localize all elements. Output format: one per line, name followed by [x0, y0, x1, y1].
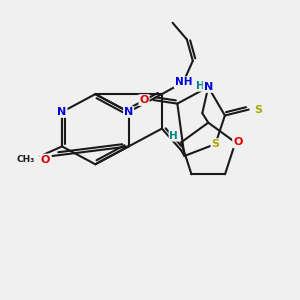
Text: O: O: [41, 154, 50, 164]
Text: O: O: [233, 137, 242, 147]
Text: S: S: [254, 105, 262, 115]
Text: N: N: [57, 107, 67, 117]
Text: H: H: [196, 81, 204, 91]
Text: N: N: [124, 107, 133, 117]
Text: S: S: [212, 139, 219, 149]
Text: O: O: [140, 95, 149, 105]
Text: NH: NH: [175, 77, 192, 87]
Text: N: N: [204, 82, 213, 92]
Text: H: H: [169, 131, 178, 141]
Text: CH₃: CH₃: [16, 155, 35, 164]
